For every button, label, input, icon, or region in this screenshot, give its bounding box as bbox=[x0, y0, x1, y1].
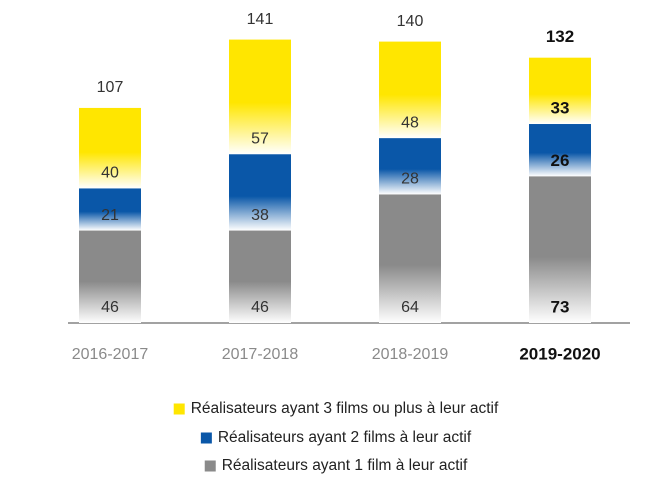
x-tick-label: 2017-2018 bbox=[222, 346, 299, 363]
bar-segment bbox=[229, 154, 291, 231]
x-tick-label: 2019-2020 bbox=[519, 344, 600, 363]
total-label: 107 bbox=[97, 79, 124, 96]
legend-label: Réalisateurs ayant 2 films à leur actif bbox=[218, 429, 472, 446]
legend-swatch bbox=[173, 403, 185, 415]
value-label: 48 bbox=[401, 114, 419, 131]
bar-segment bbox=[379, 194, 441, 323]
value-label: 57 bbox=[251, 130, 269, 147]
bar-segment bbox=[79, 230, 141, 323]
bar-segment bbox=[529, 57, 591, 125]
bar-segment bbox=[79, 107, 141, 189]
bar-segment bbox=[379, 41, 441, 139]
value-label: 21 bbox=[101, 207, 119, 224]
bar-segment bbox=[79, 188, 141, 231]
x-tick-label: 2018-2019 bbox=[372, 346, 449, 363]
total-label: 132 bbox=[546, 27, 574, 46]
legend-label: Réalisateurs ayant 3 films ou plus à leu… bbox=[191, 400, 499, 417]
x-tick-label: 2016-2017 bbox=[72, 346, 149, 363]
value-label: 38 bbox=[251, 207, 269, 224]
value-label: 40 bbox=[101, 165, 119, 182]
legend-swatch bbox=[204, 460, 216, 472]
value-label: 26 bbox=[551, 151, 570, 170]
total-label: 140 bbox=[397, 13, 424, 30]
total-label: 141 bbox=[247, 11, 274, 28]
bar-segment bbox=[529, 176, 591, 323]
bar-segment bbox=[379, 138, 441, 195]
value-label: 46 bbox=[251, 299, 269, 316]
value-label: 73 bbox=[551, 297, 570, 316]
legend-swatch bbox=[200, 432, 212, 444]
bar-segment bbox=[229, 39, 291, 155]
value-label: 33 bbox=[551, 98, 570, 117]
bar-segment bbox=[229, 230, 291, 323]
bar-segment bbox=[529, 124, 591, 177]
value-label: 46 bbox=[101, 299, 119, 316]
value-label: 64 bbox=[401, 299, 419, 316]
legend-label: Réalisateurs ayant 1 film à leur actif bbox=[222, 457, 468, 474]
value-label: 28 bbox=[401, 171, 419, 188]
